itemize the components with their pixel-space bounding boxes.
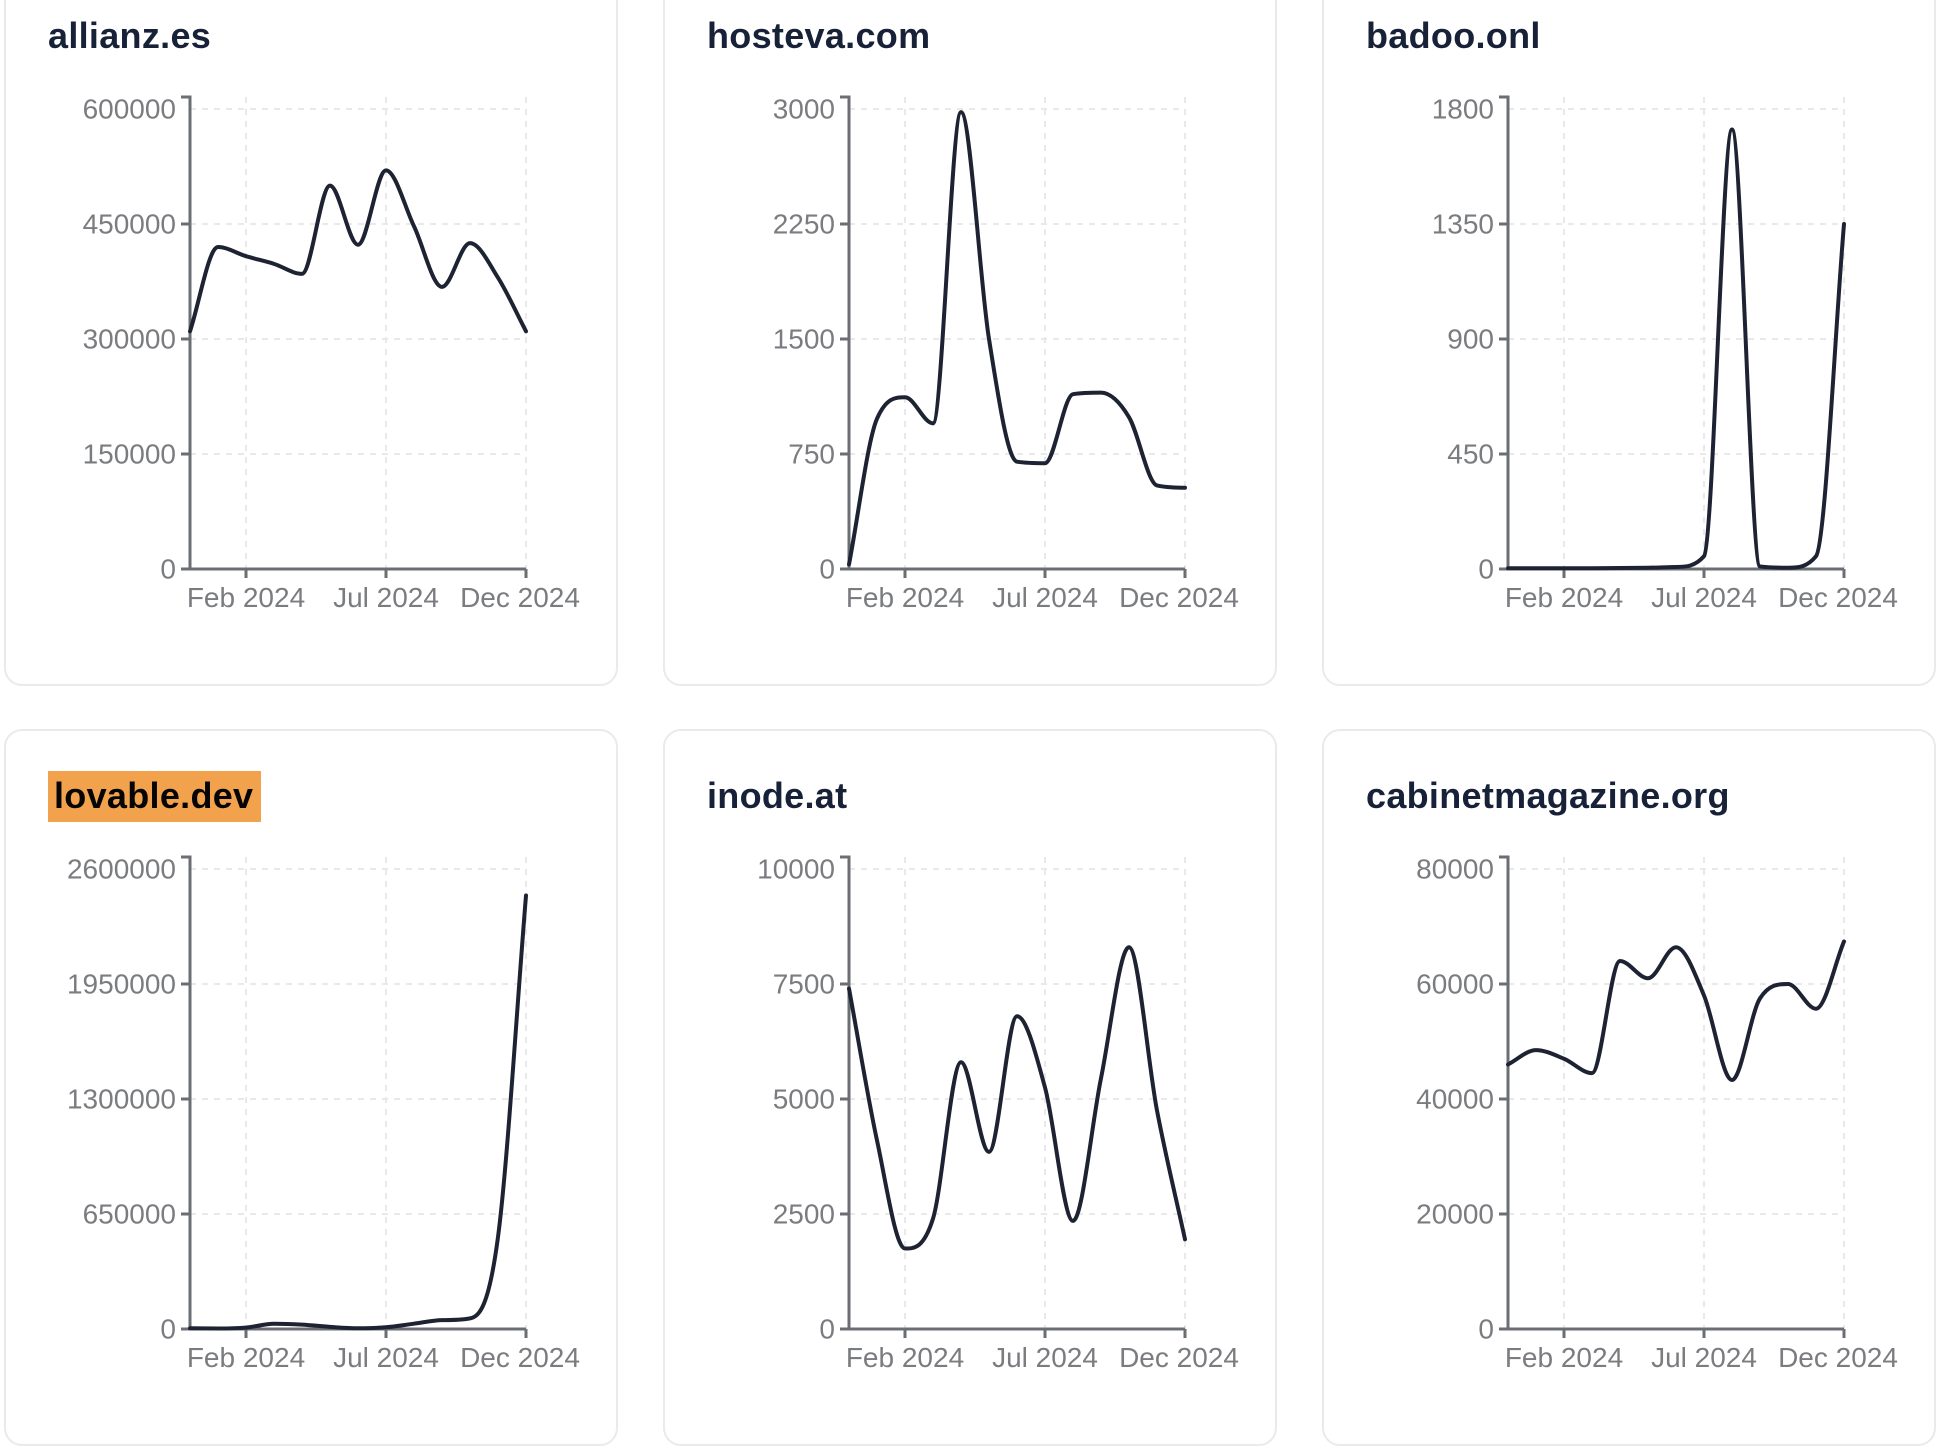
domain-card-cabinetmagazine: cabinetmagazine.org 0 20000 40000 60000 8000… xyxy=(1322,729,1936,1446)
svg-text:Jul 2024: Jul 2024 xyxy=(1651,582,1757,613)
domain-title: inode.at xyxy=(707,775,847,816)
svg-text:Dec 2024: Dec 2024 xyxy=(460,1342,580,1373)
svg-text:2500: 2500 xyxy=(773,1199,835,1230)
svg-text:Jul 2024: Jul 2024 xyxy=(1651,1342,1757,1373)
svg-text:300000: 300000 xyxy=(83,324,176,355)
svg-text:0: 0 xyxy=(819,1314,835,1345)
svg-text:0: 0 xyxy=(1478,1314,1494,1345)
svg-text:1500: 1500 xyxy=(773,324,835,355)
svg-text:1300000: 1300000 xyxy=(67,1084,176,1115)
svg-text:2600000: 2600000 xyxy=(67,854,176,885)
svg-text:Feb 2024: Feb 2024 xyxy=(187,1342,305,1373)
domain-title: cabinetmagazine.org xyxy=(1366,775,1730,816)
domain-card-inode: inode.at 0 2500 5000 7500 10000 Feb 2024 Jul 2… xyxy=(663,729,1277,1446)
svg-text:0: 0 xyxy=(160,554,176,585)
svg-text:Dec 2024: Dec 2024 xyxy=(1119,1342,1239,1373)
svg-text:1800: 1800 xyxy=(1432,94,1494,125)
svg-text:750: 750 xyxy=(788,439,835,470)
svg-text:0: 0 xyxy=(1478,554,1494,585)
domain-title-text: lovable.dev xyxy=(54,775,254,816)
domain-card-badoo: badoo.onl 0 450 900 1350 1800 Feb 2024 Jul 202… xyxy=(1322,0,1936,686)
svg-text:0: 0 xyxy=(819,554,835,585)
svg-text:Dec 2024: Dec 2024 xyxy=(460,582,580,613)
svg-text:Feb 2024: Feb 2024 xyxy=(1505,582,1623,613)
domain-title: allianz.es xyxy=(48,15,211,56)
svg-text:40000: 40000 xyxy=(1416,1084,1494,1115)
svg-text:Jul 2024: Jul 2024 xyxy=(992,1342,1098,1373)
svg-text:Jul 2024: Jul 2024 xyxy=(333,1342,439,1373)
svg-text:Dec 2024: Dec 2024 xyxy=(1778,1342,1898,1373)
svg-text:650000: 650000 xyxy=(83,1199,176,1230)
domain-card-allianz: allianz.es 0 150000 300000 450000 600000 Feb … xyxy=(4,0,618,686)
domain-title: lovable.dev xyxy=(48,771,262,822)
svg-text:1350: 1350 xyxy=(1432,209,1494,240)
domain-title-text: allianz.es xyxy=(48,15,212,56)
svg-text:1950000: 1950000 xyxy=(67,969,176,1000)
svg-text:Feb 2024: Feb 2024 xyxy=(187,582,305,613)
svg-text:20000: 20000 xyxy=(1416,1199,1494,1230)
domain-title: hosteva.com xyxy=(707,15,930,56)
svg-text:3000: 3000 xyxy=(773,94,835,125)
svg-text:7500: 7500 xyxy=(773,969,835,1000)
svg-text:10000: 10000 xyxy=(757,854,835,885)
traffic-line-chart: 0 750 1500 2250 3000 Feb 2024 Jul 2024 Dec 2024 xyxy=(773,94,1239,613)
traffic-line-chart: 0 20000 40000 60000 80000 Feb 2024 Jul 2024 Dec… xyxy=(1416,854,1898,1373)
svg-text:2250: 2250 xyxy=(773,209,835,240)
domain-title-text: inode.at xyxy=(707,775,848,816)
svg-text:Dec 2024: Dec 2024 xyxy=(1778,582,1898,613)
svg-text:80000: 80000 xyxy=(1416,854,1494,885)
traffic-line-chart: 0 150000 300000 450000 600000 Feb 2024 Jul 202… xyxy=(83,94,580,613)
svg-text:5000: 5000 xyxy=(773,1084,835,1115)
domain-title: badoo.onl xyxy=(1366,15,1541,56)
svg-text:Feb 2024: Feb 2024 xyxy=(1505,1342,1623,1373)
traffic-line-chart: 0 2500 5000 7500 10000 Feb 2024 Jul 2024 Dec 20… xyxy=(757,854,1239,1373)
svg-text:Dec 2024: Dec 2024 xyxy=(1119,582,1239,613)
svg-text:450: 450 xyxy=(1447,439,1494,470)
svg-text:150000: 150000 xyxy=(83,439,176,470)
svg-text:Feb 2024: Feb 2024 xyxy=(846,1342,964,1373)
svg-text:450000: 450000 xyxy=(83,209,176,240)
domain-title-text: cabinetmagazine.org xyxy=(1366,775,1730,816)
svg-text:60000: 60000 xyxy=(1416,969,1494,1000)
svg-text:Jul 2024: Jul 2024 xyxy=(992,582,1098,613)
domain-title-text: badoo.onl xyxy=(1366,15,1541,56)
svg-text:Feb 2024: Feb 2024 xyxy=(846,582,964,613)
svg-text:600000: 600000 xyxy=(83,94,176,125)
svg-text:Jul 2024: Jul 2024 xyxy=(333,582,439,613)
search-highlight: lovable.dev xyxy=(48,771,262,822)
domain-card-lovable: lovable.dev 0 650000 1300000 1950000 2600000… xyxy=(4,729,618,1446)
traffic-line-chart: 0 450 900 1350 1800 Feb 2024 Jul 2024 Dec 2024 xyxy=(1432,94,1898,613)
traffic-line-chart: 0 650000 1300000 1950000 2600000 Feb 2024 Jul … xyxy=(67,854,580,1373)
domain-title-text: hosteva.com xyxy=(707,15,931,56)
domain-card-hosteva: hosteva.com 0 750 1500 2250 3000 Feb 2024 Jul … xyxy=(663,0,1277,686)
svg-text:900: 900 xyxy=(1447,324,1494,355)
svg-text:0: 0 xyxy=(160,1314,176,1345)
